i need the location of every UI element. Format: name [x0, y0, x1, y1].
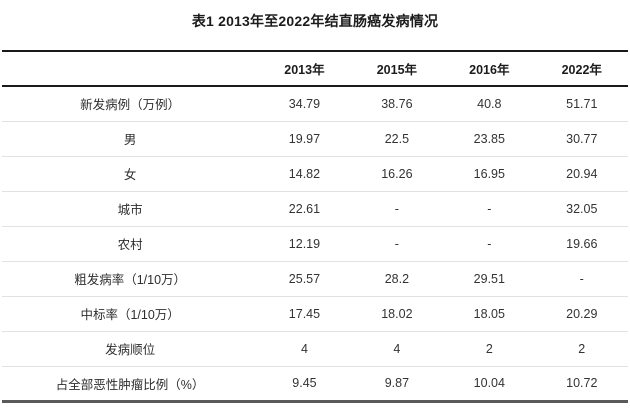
table-row: 占全部恶性肿瘤比例（%） 9.45 9.87 10.04 10.72	[2, 366, 628, 401]
value-cell: 19.97	[288, 131, 321, 146]
value-cell: -	[394, 201, 399, 216]
year-header: 2015年	[376, 63, 418, 77]
value-cell: 51.71	[566, 96, 598, 111]
table-row: 新发病例（万例） 34.79 38.76 40.8 51.71	[2, 86, 628, 121]
row-label: 粗发病率（1/10万）	[74, 273, 187, 287]
table-header-row: 2013年 2015年 2016年 2022年	[2, 51, 628, 86]
value-cell: 12.19	[288, 236, 321, 251]
row-label: 女	[123, 168, 137, 182]
corner-header-cell	[2, 51, 258, 86]
year-header: 2013年	[284, 63, 325, 77]
value-cell: 40.8	[477, 96, 502, 111]
row-label: 男	[123, 133, 137, 147]
table-row: 男 19.97 22.5 23.85 30.77	[2, 121, 628, 156]
table-row: 城市 22.61 - - 32.05	[2, 191, 628, 226]
row-label: 城市	[117, 203, 143, 217]
value-cell: 10.72	[566, 376, 598, 390]
value-cell: 25.57	[288, 271, 321, 286]
value-cell: 34.79	[288, 96, 321, 111]
value-cell: 16.26	[381, 166, 413, 181]
value-cell: 28.2	[384, 271, 410, 286]
value-cell: 19.66	[566, 236, 598, 251]
value-cell: -	[487, 201, 492, 216]
table-row: 农村 12.19 - - 19.66	[2, 226, 628, 261]
value-cell: 20.29	[566, 306, 598, 321]
value-cell: 2	[485, 341, 493, 356]
value-cell: 18.02	[381, 306, 413, 321]
year-header: 2022年	[561, 63, 602, 77]
value-cell: -	[394, 236, 399, 251]
value-cell: 23.85	[473, 131, 505, 146]
value-cell: 20.94	[566, 166, 598, 181]
value-cell: 30.77	[566, 131, 598, 146]
value-cell: 4	[300, 341, 308, 356]
value-cell: 16.95	[473, 166, 505, 181]
value-cell: 14.82	[288, 166, 321, 181]
value-cell: 38.76	[381, 96, 413, 111]
table-row: 粗发病率（1/10万） 25.57 28.2 29.51 -	[2, 261, 628, 296]
row-label: 新发病例（万例）	[80, 98, 181, 113]
value-cell: 22.61	[288, 201, 321, 216]
incidence-table: 2013年 2015年 2016年 2022年 新发病例（万例） 34.79 38.76 4…	[2, 50, 628, 403]
value-cell: 17.45	[288, 306, 321, 321]
value-cell: 29.51	[473, 271, 505, 286]
row-label: 农村	[117, 238, 143, 252]
value-cell: 22.5	[384, 131, 410, 146]
value-cell: 4	[393, 341, 401, 356]
value-cell: 18.05	[473, 306, 505, 321]
row-label: 发病顺位	[105, 343, 156, 357]
table-title: 表1 2013年至2022年结直肠癌发病情况	[191, 13, 439, 29]
value-cell: -	[487, 236, 492, 251]
value-cell: 10.04	[473, 376, 505, 390]
value-cell: 9.87	[384, 376, 410, 390]
value-cell: 32.05	[566, 201, 598, 216]
value-cell: 9.45	[292, 376, 317, 390]
table-row: 中标率（1/10万） 17.45 18.02 18.05 20.29	[2, 296, 628, 331]
year-header: 2016年	[469, 63, 510, 77]
row-label: 中标率（1/10万）	[80, 308, 180, 322]
table-row: 发病顺位 4 4 2 2	[2, 331, 628, 366]
value-cell: 2	[578, 341, 586, 356]
row-label: 占全部恶性肿瘤比例（%）	[55, 377, 205, 392]
value-cell: -	[579, 271, 584, 286]
table-row: 女 14.82 16.26 16.95 20.94	[2, 156, 628, 191]
